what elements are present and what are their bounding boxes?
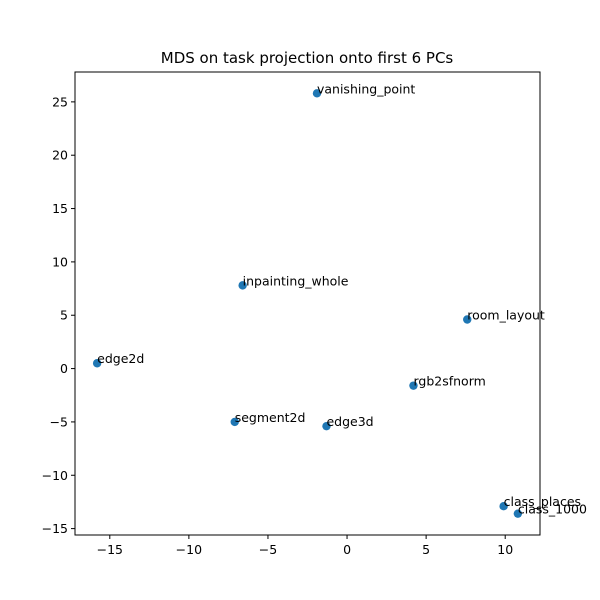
scatter-point: [463, 315, 472, 324]
point-label: segment2d: [235, 410, 306, 425]
scatter-point: [230, 417, 239, 427]
x-tick-label: −10: [176, 542, 202, 557]
scatter-point: [499, 501, 508, 511]
scatter-point: [238, 281, 247, 290]
scatter-point: [312, 89, 322, 98]
axes-frame: [74, 71, 541, 536]
y-tick-label: −5: [50, 414, 68, 429]
point-label: edge2d: [97, 351, 144, 366]
x-tick-label: 0: [343, 542, 351, 557]
scatter-point: [513, 509, 523, 518]
point-label: inpainting_whole: [243, 273, 349, 288]
y-tick-label: 15: [52, 201, 68, 216]
point-label: edge3d: [326, 414, 373, 429]
point-label: class_1000: [518, 502, 587, 517]
x-tick-label: −15: [97, 542, 123, 557]
point-label: class_places: [504, 494, 581, 509]
scatter-point: [92, 359, 102, 368]
plot-area: −15 −10 −5 0 5 10 −15 −10 −5 0 5 10 15 20 25 vanishing_…: [42, 71, 587, 557]
chart-title: MDS on task projection onto first 6 PCs: [161, 49, 454, 67]
point-label: rgb2sfnorm: [413, 374, 485, 389]
x-tick-label: 5: [422, 542, 430, 557]
y-tick-label: 0: [60, 361, 68, 376]
point-label: vanishing_point: [317, 81, 415, 96]
x-tick-label: 10: [497, 542, 513, 557]
point-label: room_layout: [467, 308, 545, 323]
y-tick-label: 10: [52, 254, 68, 269]
scatter-point: [322, 421, 331, 431]
y-tick-label: −10: [42, 468, 68, 483]
x-tick-label: −5: [259, 542, 277, 557]
y-tick-label: 20: [52, 148, 68, 163]
y-tick-label: 25: [52, 94, 68, 109]
scatter-point: [409, 381, 418, 390]
y-tick-label: 5: [60, 308, 68, 323]
y-tick-label: −15: [42, 521, 68, 536]
